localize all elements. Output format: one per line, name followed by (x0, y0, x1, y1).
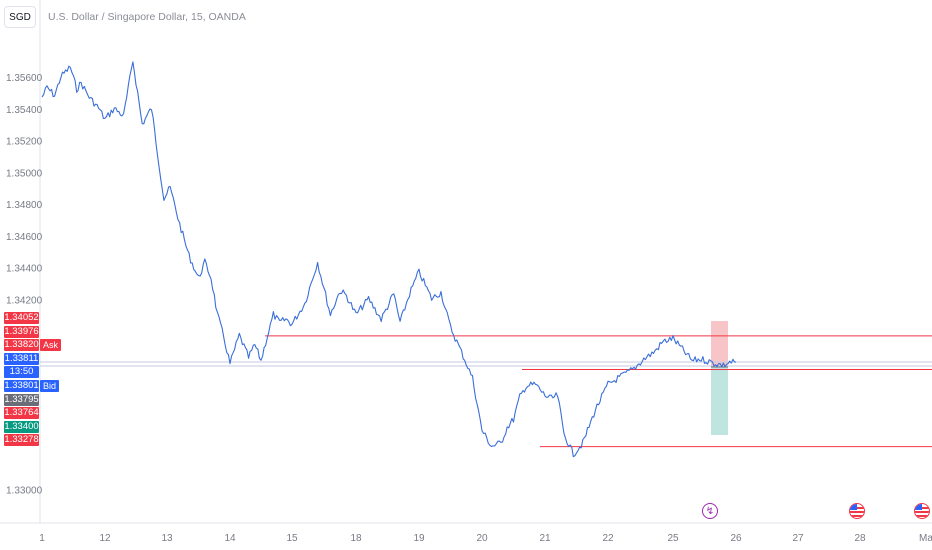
x-tick-label: 28 (854, 533, 866, 544)
y-axis-ticks: 1.35600 1.35400 1.35200 1.35000 1.34800 1.346… (6, 73, 43, 497)
flash-event-icon[interactable]: ↯ (702, 503, 718, 519)
x-axis-ticks: 1 12 13 14 15 18 19 20 21 22 25 26 27 28 Ma (39, 533, 932, 544)
price-label: 1.33400 (4, 420, 39, 433)
y-tick-label: 1.34400 (6, 264, 43, 275)
horizontal-levels[interactable] (265, 335, 932, 448)
x-tick-label: 26 (730, 533, 742, 544)
us-flag-event-icon[interactable] (849, 503, 865, 519)
x-tick-label: Ma (919, 533, 932, 544)
price-label: 13:50 (4, 366, 39, 379)
y-tick-label: 1.33000 (6, 486, 43, 497)
x-tick-label: 25 (667, 533, 679, 544)
y-tick-label: 1.35600 (6, 73, 43, 84)
long-position-target-zone[interactable] (711, 367, 728, 435)
x-tick-label: 12 (99, 533, 111, 544)
x-tick-label: 13 (161, 533, 173, 544)
y-tick-label: 1.35400 (6, 105, 43, 116)
x-tick-label: 1 (39, 533, 45, 544)
x-tick-label: 18 (350, 533, 362, 544)
price-label: 1.33801 (4, 380, 39, 392)
symbol-button[interactable]: SGD (4, 6, 36, 28)
bid-tag: Bid (40, 380, 60, 392)
y-tick-label: 1.35200 (6, 137, 43, 148)
x-tick-label: 14 (224, 533, 236, 544)
price-label: 1.33976 (4, 325, 39, 338)
y-tick-label: 1.34200 (6, 295, 43, 306)
price-label: 1.33278 (4, 434, 39, 447)
x-tick-label: 20 (476, 533, 488, 544)
y-tick-label: 1.34600 (6, 232, 43, 243)
chart-title: U.S. Dollar / Singapore Dollar, 15, OAND… (48, 11, 246, 23)
ask-tag: Ask (40, 339, 62, 352)
price-label: 1.33820 (4, 339, 39, 352)
us-flag-event-icon-2[interactable] (914, 503, 930, 519)
price-label: 1.33811 (4, 352, 39, 365)
short-position-risk-zone[interactable] (711, 321, 728, 367)
x-tick-label: 22 (602, 533, 614, 544)
price-label: 1.34052 (4, 312, 39, 324)
x-tick-label: 21 (539, 533, 551, 544)
y-tick-label: 1.35000 (6, 168, 43, 179)
y-tick-label: 1.34800 (6, 200, 43, 211)
price-label: 1.33795 (4, 393, 39, 406)
x-tick-label: 15 (286, 533, 298, 544)
price-series-line (41, 61, 737, 458)
price-label: 1.33764 (4, 407, 39, 420)
x-tick-label: 27 (792, 533, 804, 544)
x-tick-label: 19 (413, 533, 425, 544)
